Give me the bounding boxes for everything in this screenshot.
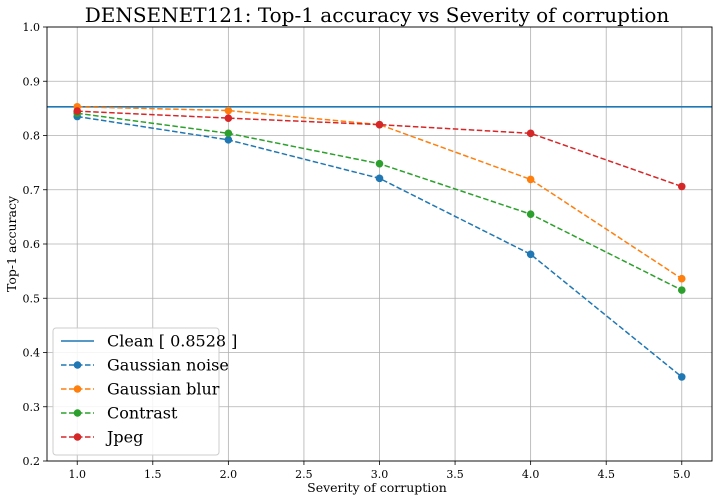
y-tick-label: 0.9	[23, 75, 41, 88]
data-point	[526, 129, 535, 138]
legend-entry: Contrast	[61, 404, 178, 423]
data-point	[375, 120, 384, 129]
legend-label: Gaussian blur	[107, 380, 220, 399]
data-point	[375, 159, 384, 168]
series-group	[73, 102, 686, 381]
y-tick-label: 0.2	[23, 455, 41, 468]
data-point	[224, 129, 233, 138]
legend-entry: Jpeg	[61, 428, 143, 447]
series-line-jpeg	[77, 110, 683, 188]
data-point	[677, 274, 686, 283]
x-tick-label: 1.0	[68, 468, 86, 481]
y-tick-label: 1.0	[23, 21, 41, 34]
x-axis-label: Severity of corruption	[307, 480, 447, 495]
data-point	[224, 106, 233, 115]
data-point	[526, 210, 535, 218]
y-tick-label: 0.6	[23, 238, 41, 251]
data-point	[224, 136, 233, 144]
legend-swatch-marker	[73, 385, 82, 393]
legend-entry: Gaussian blur	[61, 380, 220, 399]
x-tick-label: 4.5	[597, 468, 615, 481]
x-axis-ticks: 1.0 1.5 2.0 2.5 3.0 3.5 4.0 4.5 5.0	[68, 461, 691, 481]
legend-label: Jpeg	[105, 428, 143, 447]
y-tick-label: 0.4	[23, 347, 41, 360]
legend-label: Clean [ 0.8528 ]	[107, 332, 237, 351]
legend-entry: Gaussian noise	[61, 356, 229, 375]
data-point	[677, 373, 686, 381]
legend-label: Contrast	[107, 404, 178, 423]
data-point	[224, 114, 233, 122]
legend-label: Gaussian noise	[107, 356, 229, 375]
legend: Clean [ 0.8528 ] Gaussian noise Gaussian b…	[52, 327, 237, 456]
data-point	[677, 286, 686, 294]
x-tick-label: 1.5	[144, 468, 162, 481]
legend-entry: Clean [ 0.8528 ]	[61, 332, 237, 351]
y-tick-label: 0.3	[23, 401, 41, 414]
x-tick-label: 4.0	[522, 468, 540, 481]
data-point	[526, 175, 535, 184]
legend-swatch-marker	[73, 361, 82, 369]
y-axis-ticks: 0.2 0.3 0.4 0.5 0.6 0.7 0.8 0.9 1.0	[23, 21, 47, 468]
y-tick-label: 0.5	[23, 292, 41, 305]
x-tick-label: 3.5	[446, 468, 464, 481]
series-line-gaussian-blur	[77, 105, 683, 280]
x-tick-label: 2.0	[220, 468, 238, 481]
data-point	[375, 174, 384, 183]
y-tick-label: 0.8	[23, 130, 41, 143]
x-tick-label: 5.0	[673, 468, 691, 481]
x-tick-label: 3.0	[371, 468, 389, 481]
data-point	[526, 250, 535, 259]
chart-title: DENSENET121: Top-1 accuracy vs Severity …	[85, 3, 670, 27]
y-axis-label: Top-1 accuracy	[4, 195, 19, 292]
legend-swatch-marker	[73, 409, 82, 417]
y-tick-label: 0.7	[23, 184, 41, 197]
data-point	[677, 182, 686, 191]
x-tick-label: 2.5	[295, 468, 313, 481]
data-point	[73, 107, 82, 115]
legend-swatch-marker	[73, 433, 82, 441]
legend-box	[52, 327, 220, 456]
